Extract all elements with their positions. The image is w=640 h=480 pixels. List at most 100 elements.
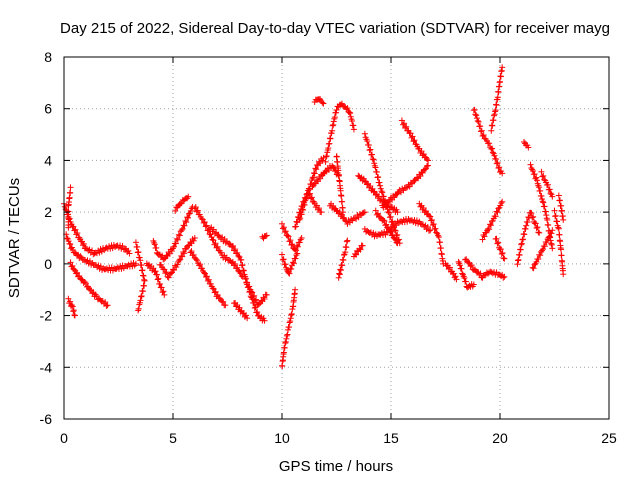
data-point xyxy=(494,240,501,247)
data-point xyxy=(372,164,379,171)
data-point xyxy=(468,262,475,269)
data-point xyxy=(134,243,141,250)
data-point xyxy=(167,270,174,277)
data-point xyxy=(537,187,544,194)
data-point xyxy=(152,268,159,275)
data-point xyxy=(203,273,210,280)
data-point xyxy=(428,217,435,224)
data-point xyxy=(294,243,301,250)
data-point xyxy=(521,231,528,238)
data-point xyxy=(535,184,542,191)
data-point xyxy=(392,227,399,234)
data-point xyxy=(514,261,521,268)
data-point xyxy=(320,154,327,161)
data-point xyxy=(65,202,72,209)
data-point xyxy=(386,209,393,216)
data-point xyxy=(256,301,263,308)
data-point xyxy=(317,175,324,182)
data-point xyxy=(319,157,326,164)
data-point xyxy=(543,239,550,246)
data-point xyxy=(344,105,351,112)
data-point xyxy=(387,213,394,220)
data-point xyxy=(308,181,315,188)
data-point xyxy=(360,209,367,216)
data-point xyxy=(492,107,499,114)
data-point xyxy=(201,219,208,226)
data-point xyxy=(517,246,524,253)
data-point xyxy=(282,228,289,235)
data-point xyxy=(333,107,340,114)
data-point xyxy=(162,270,169,277)
data-point xyxy=(492,108,499,115)
data-point xyxy=(337,266,344,273)
data-point xyxy=(370,188,377,195)
data-point xyxy=(453,276,460,283)
data-point xyxy=(229,242,236,249)
data-point xyxy=(551,207,558,214)
data-point xyxy=(435,234,442,241)
data-point xyxy=(346,109,353,116)
data-point xyxy=(531,171,538,178)
data-point xyxy=(288,241,295,248)
data-point xyxy=(70,307,77,314)
data-point xyxy=(179,253,186,260)
data-point xyxy=(202,223,209,230)
data-point xyxy=(330,164,337,171)
data-point xyxy=(305,190,312,197)
data-point xyxy=(287,237,294,244)
data-point xyxy=(252,297,259,304)
data-point xyxy=(329,127,336,134)
data-point xyxy=(212,288,219,295)
data-point xyxy=(533,225,540,232)
data-point xyxy=(282,338,289,345)
data-point xyxy=(200,219,207,226)
data-point xyxy=(67,184,74,191)
data-point xyxy=(333,153,340,160)
data-point xyxy=(537,252,544,259)
data-points xyxy=(61,64,567,370)
data-point xyxy=(73,231,80,238)
data-point xyxy=(81,278,88,285)
data-point xyxy=(282,261,289,268)
data-point xyxy=(183,219,190,226)
data-point xyxy=(530,213,537,220)
data-point xyxy=(498,250,505,257)
data-point xyxy=(392,236,399,243)
data-point xyxy=(161,255,168,262)
data-point xyxy=(515,256,522,263)
data-point xyxy=(558,207,565,214)
data-point xyxy=(333,207,340,214)
data-point xyxy=(286,324,293,331)
data-point xyxy=(185,214,192,221)
data-point xyxy=(316,205,323,212)
data-point xyxy=(325,145,332,152)
data-point xyxy=(331,114,338,121)
axis-ticks xyxy=(63,56,610,420)
data-point xyxy=(558,246,565,253)
data-point xyxy=(548,241,555,248)
data-point xyxy=(181,250,188,257)
data-point xyxy=(487,222,494,229)
data-point xyxy=(292,246,299,253)
data-point xyxy=(495,89,502,96)
data-point xyxy=(135,307,142,314)
data-point xyxy=(518,240,525,247)
data-point xyxy=(311,170,318,177)
data-point xyxy=(298,211,305,218)
data-point xyxy=(293,242,300,249)
data-point xyxy=(71,312,78,319)
data-point xyxy=(437,245,444,252)
data-point xyxy=(489,145,496,152)
data-point xyxy=(253,296,260,303)
data-point xyxy=(168,247,175,254)
data-point xyxy=(452,273,459,280)
data-point xyxy=(76,272,83,279)
data-point xyxy=(220,298,227,305)
data-point xyxy=(435,232,442,239)
data-point xyxy=(193,257,200,264)
data-point xyxy=(493,102,500,109)
data-point xyxy=(403,123,410,130)
data-point xyxy=(155,275,162,282)
data-point xyxy=(479,236,486,243)
data-point xyxy=(524,219,531,226)
